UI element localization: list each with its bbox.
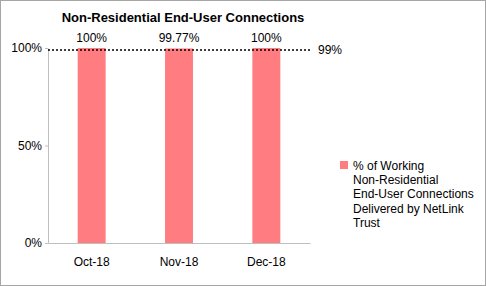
y-axis-line <box>48 49 49 244</box>
plot: 0% 50% 100% Oct-18 Nov-18 Dec-18 99% 100% 99.77%… <box>11 31 342 269</box>
data-label: 100% <box>251 31 282 45</box>
y-tick-label: 50% <box>18 139 42 153</box>
y-tick: 100% <box>11 41 48 55</box>
y-tick-label: 0% <box>25 236 43 250</box>
legend-swatch <box>340 161 348 169</box>
bar-series <box>78 48 281 243</box>
y-axis: 0% 50% 100% <box>11 41 48 250</box>
data-labels: 100% 99.77% 100% <box>76 31 282 45</box>
x-tick-label: Oct-18 <box>74 255 110 269</box>
title: Non-Residential End-User Connections <box>62 10 305 25</box>
bar <box>252 48 280 243</box>
y-tick-label: 100% <box>11 41 42 55</box>
x-tick-label: Nov-18 <box>160 255 199 269</box>
x-tick: Nov-18 <box>160 243 199 269</box>
reference-label: 99% <box>318 43 342 57</box>
bar <box>165 48 193 243</box>
frame <box>1 1 486 286</box>
reference-line <box>48 49 310 51</box>
x-tick-label: Dec-18 <box>247 255 286 269</box>
x-axis-line <box>49 243 311 244</box>
y-tick-mark <box>45 243 48 244</box>
x-axis: Oct-18 Nov-18 Dec-18 <box>49 243 311 269</box>
x-tick: Dec-18 <box>247 243 286 269</box>
y-tick-mark <box>45 146 48 147</box>
bar <box>78 48 106 243</box>
y-tick: 50% <box>18 139 48 153</box>
data-label: 100% <box>76 31 107 45</box>
chart: Non-Residential End-User Connections 0% 50… <box>0 0 486 286</box>
y-tick-mark <box>45 48 48 49</box>
marks <box>48 48 310 243</box>
data-label: 99.77% <box>159 31 200 45</box>
y-tick: 0% <box>25 236 48 250</box>
x-tick: Oct-18 <box>74 243 110 269</box>
legend: % of WorkingNon-ResidentialEnd-User Conn… <box>340 159 474 231</box>
legend-label: % of WorkingNon-ResidentialEnd-User Conn… <box>353 159 474 231</box>
